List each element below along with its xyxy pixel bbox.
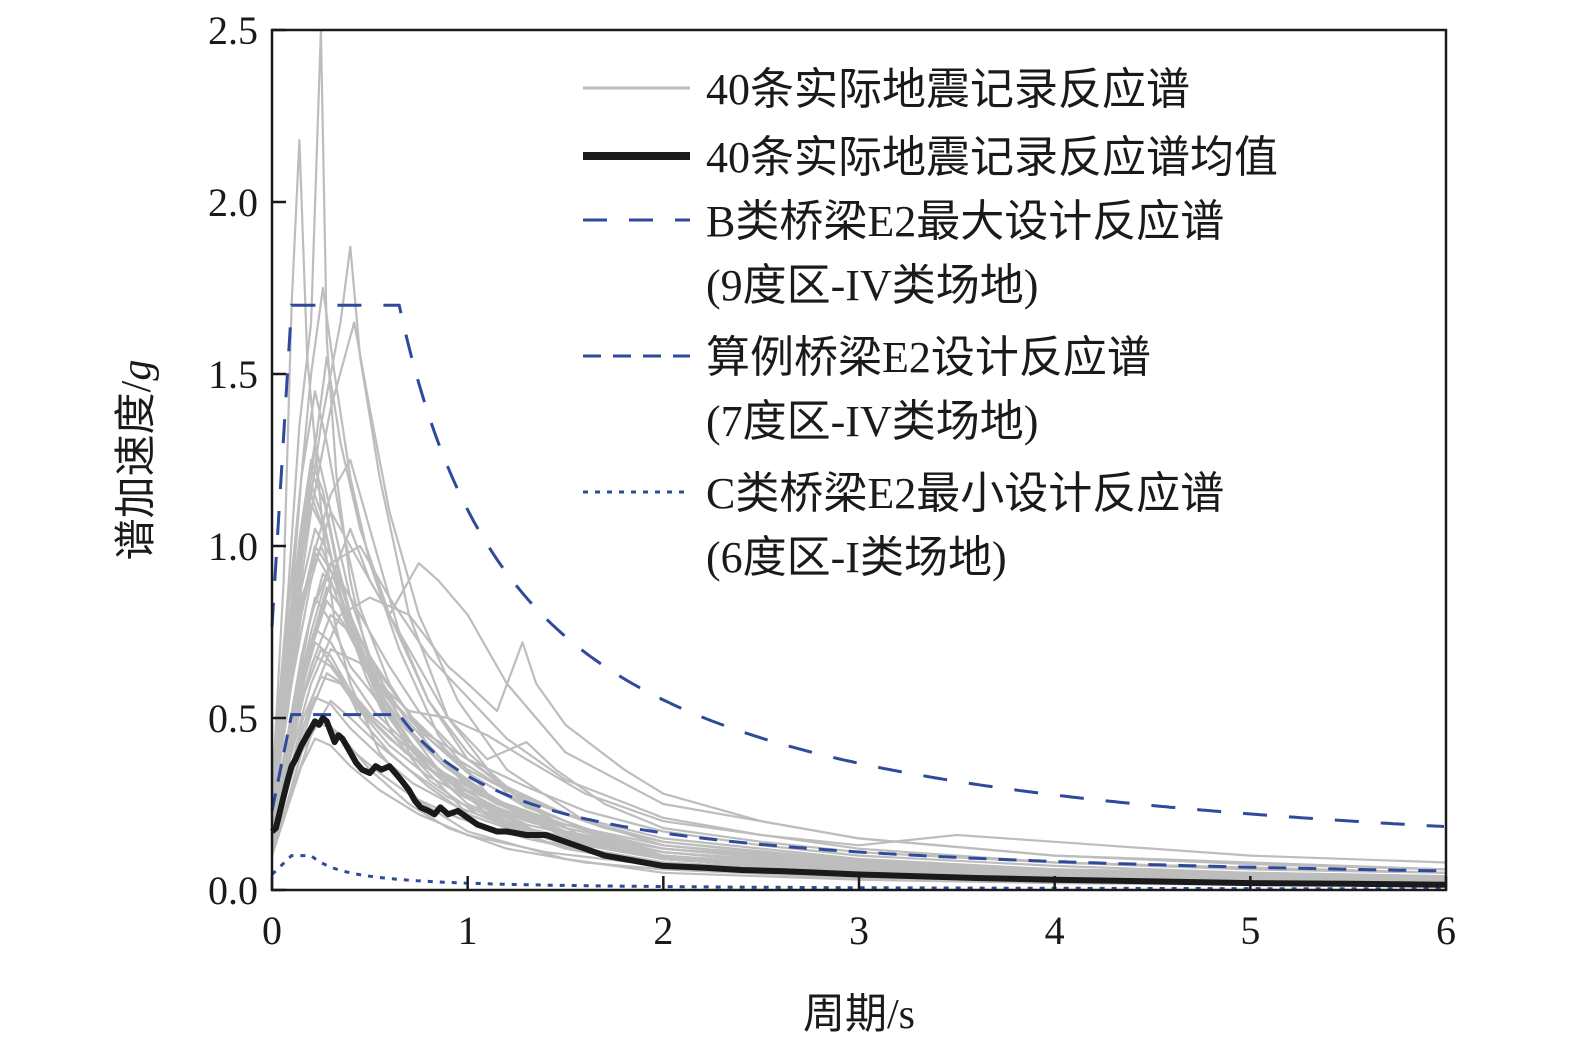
design-spectrum-example-line [270,713,1445,873]
x-axis-title: 周期/s [803,992,915,1038]
x-tick-label: 1 [458,908,478,953]
x-tick-label: 2 [653,908,673,953]
legend-label-mean: 40条实际地震记录反应谱均值 [706,133,1278,182]
y-axis-title: 谱加速度/g [114,360,160,561]
mean-spectrum-group [270,715,1447,888]
x-tick-label: 5 [1240,908,1260,953]
legend-label-c-class: C类桥梁E2最小设计反应谱 [706,469,1224,518]
record-spectrum-line-19 [270,544,1447,885]
x-tick-label: 4 [1045,908,1065,953]
mean-spectrum-line [270,715,1447,888]
legend-label-c-class-site: (6度区-I类场地) [706,533,1007,582]
y-tick-label: 2.5 [208,8,258,53]
design-spectra-group [270,303,1447,891]
design-spectrum-c-class-line [270,854,1447,891]
legend-label-b-class-site: (9度区-IV类场地) [706,261,1038,310]
x-tick-label: 3 [849,908,869,953]
record-spectrum-line-17 [270,390,1447,883]
record-spectrum-line-23 [270,586,1447,881]
y-tick-label: 1.5 [208,352,258,397]
y-tick-label: 0.0 [208,868,258,913]
legend-label-b-class: B类桥梁E2最大设计反应谱 [706,197,1224,246]
record-spectrum-line-9 [270,544,1447,864]
x-tick-label: 6 [1436,908,1456,953]
y-tick-label: 1.0 [208,524,258,569]
record-spectrum-line-11 [270,613,1447,874]
legend-label-example-site: (7度区-IV类场地) [706,397,1038,446]
record-spectrum-line-18 [270,648,1447,878]
y-tick-label: 0.5 [208,696,258,741]
legend-label-example: 算例桥梁E2设计反应谱 [706,333,1151,382]
y-axis-title-unit: g [114,360,160,381]
record-spectrum-line-35 [270,599,1447,878]
legend-label-records: 40条实际地震记录反应谱 [706,65,1190,114]
y-tick-label: 2.0 [208,180,258,225]
record-spectrum-line-39 [270,503,1447,884]
y-axis-ticks: 0.0 0.5 1.0 1.5 2.0 2.5 [208,8,286,913]
record-spectrum-line-37 [270,544,1447,882]
x-axis-ticks: 0 1 2 3 4 5 6 [262,876,1456,953]
record-spectrum-line-40 [270,672,1447,880]
legend: 40条实际地震记录反应谱 40条实际地震记录反应谱均值 B类桥梁E2最大设计反应… [583,65,1278,582]
record-spectrum-line-8 [270,596,1447,871]
x-tick-label: 0 [262,908,282,953]
y-axis-title-text: 谱加速度/ [114,380,160,560]
